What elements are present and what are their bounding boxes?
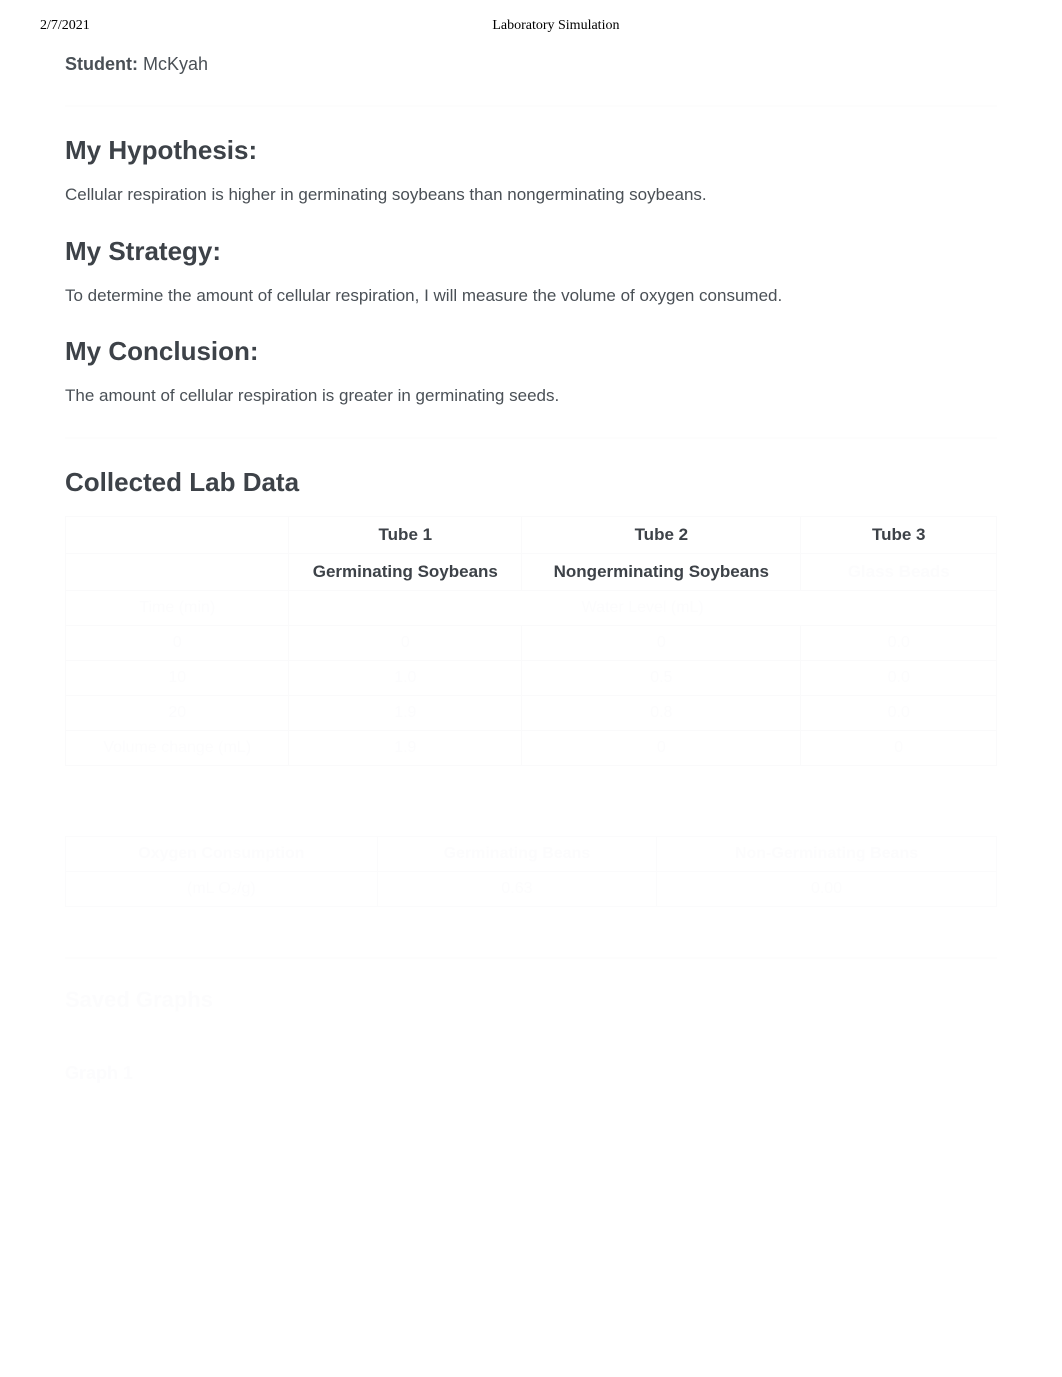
- table-cell: Glass Beads: [801, 553, 997, 590]
- hypothesis-text: Cellular respiration is higher in germin…: [65, 182, 997, 208]
- header-date: 2/7/2021: [40, 18, 90, 34]
- table-cell: Germinating Soybeans: [289, 553, 522, 590]
- table-header-row: Tube 1 Tube 2 Tube 3: [66, 516, 997, 553]
- oxygen-table: Oxygen Consumption Germinating Beans Non…: [65, 836, 997, 907]
- table-cell: 0.8: [522, 695, 801, 730]
- table-cell: 1.9: [289, 695, 522, 730]
- table-cell: 0.63: [377, 871, 656, 906]
- content-area: Student: McKyah My Hypothesis: Cellular …: [0, 44, 1062, 1124]
- divider: [65, 105, 997, 107]
- table-cell: 10: [66, 660, 289, 695]
- table-cell: [66, 516, 289, 553]
- table-cell: 1.9: [289, 730, 522, 765]
- student-line: Student: McKyah: [65, 54, 997, 75]
- table-cell: Nongerminating Soybeans: [522, 553, 801, 590]
- table-cell: 0.0: [801, 625, 997, 660]
- table-cell: 0: [66, 625, 289, 660]
- table-cell: 0: [801, 730, 997, 765]
- table-subheader-row: Germinating Soybeans Nongerminating Soyb…: [66, 553, 997, 590]
- conclusion-text: The amount of cellular respiration is gr…: [65, 383, 997, 409]
- divider: [65, 957, 997, 959]
- table-cell: Water Level (mL): [289, 590, 997, 625]
- header-title: Laboratory Simulation: [90, 18, 1022, 34]
- table-cell: Non-Germinating Beans: [657, 836, 997, 871]
- table-cell: Tube 3: [801, 516, 997, 553]
- table-row: 10 1.0 0.5 0.0: [66, 660, 997, 695]
- data-heading: Collected Lab Data: [65, 467, 997, 498]
- hypothesis-heading: My Hypothesis:: [65, 135, 997, 166]
- table-label-row: Time (min) Water Level (mL): [66, 590, 997, 625]
- divider: [65, 437, 997, 439]
- table-cell: [66, 553, 289, 590]
- table-cell: 0: [522, 625, 801, 660]
- table-cell: Tube 2: [522, 516, 801, 553]
- page-header: 2/7/2021 Laboratory Simulation: [0, 0, 1062, 44]
- table-cell: Germinating Beans: [377, 836, 656, 871]
- table-row: 20 1.9 0.8 0.0: [66, 695, 997, 730]
- table-cell: Volume change (mL): [66, 730, 289, 765]
- table-cell: 0.0: [801, 695, 997, 730]
- table-cell: 20: [66, 695, 289, 730]
- table-cell: 0.5: [522, 660, 801, 695]
- table-cell: 0.0: [801, 660, 997, 695]
- table-cell: 0: [289, 625, 522, 660]
- strategy-heading: My Strategy:: [65, 236, 997, 267]
- table-row: 0 0 0 0.0: [66, 625, 997, 660]
- strategy-text: To determine the amount of cellular resp…: [65, 283, 997, 309]
- table-cell: 1.0: [289, 660, 522, 695]
- table-cell: Tube 1: [289, 516, 522, 553]
- table-cell: Time (min): [66, 590, 289, 625]
- table-cell: (mL O₂/g): [66, 871, 378, 906]
- student-name: McKyah: [143, 54, 208, 74]
- student-label: Student:: [65, 54, 138, 74]
- saved-graphs-heading: Saved Graphs: [65, 987, 997, 1013]
- table-row: (mL O₂/g) 0.63 0.00: [66, 871, 997, 906]
- lab-data-table: Tube 1 Tube 2 Tube 3 Germinating Soybean…: [65, 516, 997, 766]
- conclusion-heading: My Conclusion:: [65, 336, 997, 367]
- graph-label: Graph 1: [65, 1063, 997, 1084]
- table-cell: 0.00: [657, 871, 997, 906]
- table-cell: Oxygen Consumption: [66, 836, 378, 871]
- table-cell: 0: [522, 730, 801, 765]
- table-header-row: Oxygen Consumption Germinating Beans Non…: [66, 836, 997, 871]
- table-row: Volume change (mL) 1.9 0 0: [66, 730, 997, 765]
